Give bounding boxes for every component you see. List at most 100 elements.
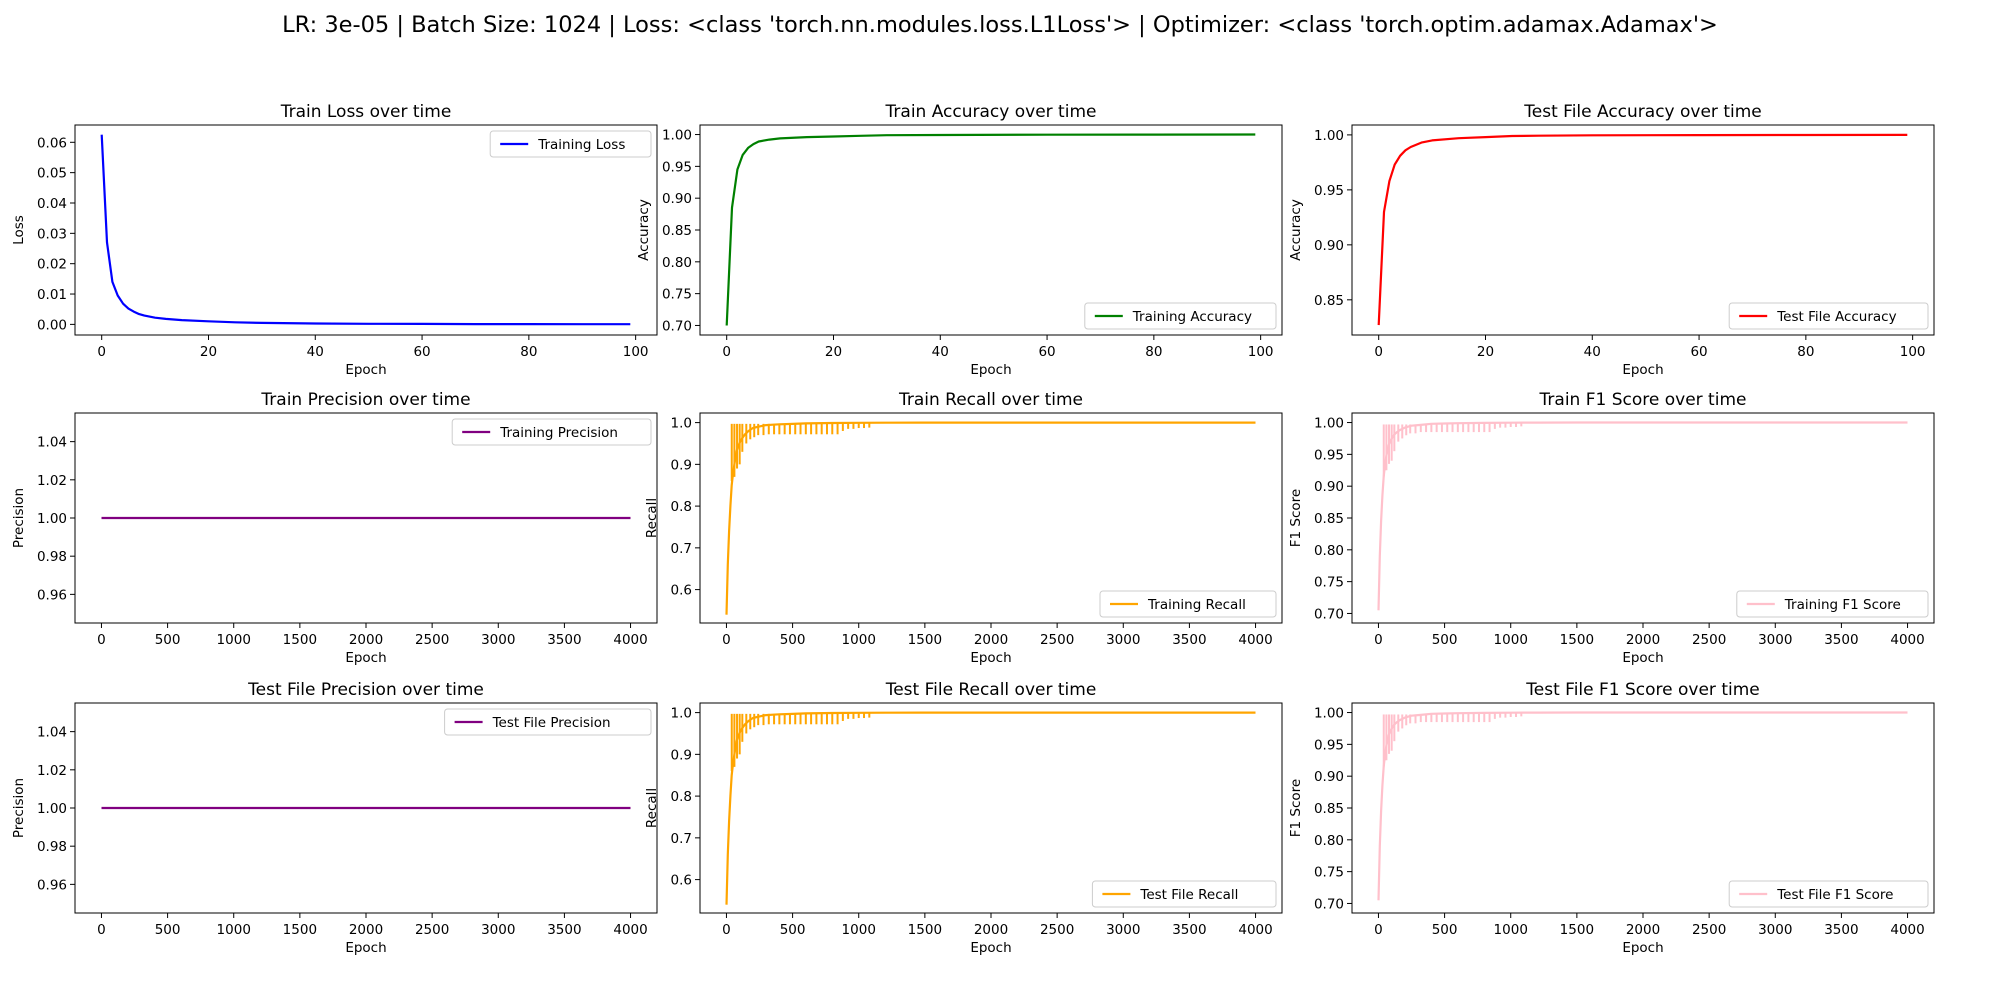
legend: Test File Precision: [444, 708, 652, 736]
x-tick-label: 2500: [1692, 922, 1726, 938]
y-tick-label: 0.95: [1314, 447, 1344, 463]
y-tick-label: 0.95: [1314, 737, 1344, 753]
x-tick-label: 2000: [974, 632, 1008, 648]
x-tick-label: 3500: [547, 922, 581, 938]
subplot-2: Train Accuracy over time 0 20 40 60 80 100 0.70…: [636, 102, 1283, 378]
y-tick-label: 1.0: [671, 706, 692, 722]
x-tick-label: 0: [722, 922, 731, 938]
series-line: [1377, 421, 1908, 611]
x-tick-label: 2500: [415, 922, 449, 938]
plot-frame: [1351, 124, 1935, 336]
y-tick-label: 0.75: [662, 287, 692, 303]
x-tick-label: 500: [1432, 632, 1458, 648]
legend: Training Recall: [1099, 590, 1277, 618]
y-tick-label: 0.6: [671, 873, 692, 889]
y-tick-label: 0.80: [1314, 543, 1344, 559]
legend-label: Training Recall: [1147, 597, 1246, 613]
y-tick-label: 0.06: [37, 135, 67, 151]
legend-label: Training Accuracy: [1132, 309, 1252, 325]
legend-label: Training Precision: [499, 425, 618, 441]
subplot-title: Test File F1 Score over time: [1525, 680, 1759, 700]
x-tick-label: 2500: [415, 632, 449, 648]
legend: Test File Accuracy: [1728, 302, 1929, 330]
plot-frame: [74, 124, 658, 336]
y-tick-label: 0.80: [1314, 833, 1344, 849]
x-tick-label: 60: [1038, 344, 1055, 360]
y-axis-label: F1 Score: [1288, 489, 1304, 547]
legend: Training Accuracy: [1084, 302, 1277, 330]
x-tick-label: 20: [825, 344, 842, 360]
x-tick-label: 4000: [613, 922, 647, 938]
y-tick-label: 0.6: [671, 583, 692, 599]
x-tick-label: 1500: [283, 632, 317, 648]
y-tick-label: 1.00: [37, 511, 67, 527]
y-tick-label: 1.02: [37, 473, 67, 489]
x-tick-label: 3000: [1106, 632, 1140, 648]
x-tick-label: 1500: [1560, 922, 1594, 938]
legend: Training Precision: [451, 418, 652, 446]
subplot-title: Train F1 Score over time: [1539, 390, 1747, 410]
legend: Training Loss: [489, 130, 652, 158]
y-tick-label: 0.03: [37, 226, 67, 242]
x-tick-label: 80: [520, 344, 537, 360]
series-group: [100, 134, 631, 326]
x-tick-label: 60: [1690, 344, 1707, 360]
y-tick-label: 1.04: [37, 725, 67, 741]
x-tick-label: 100: [623, 344, 649, 360]
x-tick-label: 1500: [908, 632, 942, 648]
subplot-title: Train Loss over time: [280, 102, 452, 122]
subplot-7: Test File Precision over time 0 500 1000 150…: [11, 680, 658, 956]
x-tick-label: 40: [1584, 344, 1601, 360]
x-tick-label: 3500: [1172, 922, 1206, 938]
x-axis-label: Epoch: [345, 650, 386, 666]
y-tick-label: 0.8: [671, 789, 692, 805]
legend: Test File Recall: [1091, 880, 1277, 908]
y-tick-label: 1.02: [37, 763, 67, 779]
x-tick-label: 1500: [283, 922, 317, 938]
x-tick-label: 1000: [842, 632, 876, 648]
subplot-title: Train Recall over time: [898, 390, 1083, 410]
x-tick-label: 0: [722, 344, 731, 360]
y-tick-label: 0.95: [1314, 183, 1344, 199]
y-axis-label: Accuracy: [1288, 199, 1304, 261]
x-tick-label: 1000: [842, 922, 876, 938]
x-tick-label: 3500: [547, 632, 581, 648]
series-line: [725, 133, 1256, 326]
y-tick-label: 0.8: [671, 499, 692, 515]
x-tick-label: 0: [722, 632, 731, 648]
y-tick-label: 0.85: [662, 223, 692, 239]
subplot-8: Test File Recall over time 0 500 1000 1500 20…: [644, 680, 1283, 956]
y-tick-label: 0.7: [671, 541, 692, 557]
x-tick-label: 2500: [1040, 632, 1074, 648]
x-tick-label: 20: [1477, 344, 1494, 360]
y-axis-label: Precision: [11, 778, 27, 838]
x-tick-label: 2500: [1692, 632, 1726, 648]
x-tick-label: 3000: [481, 922, 515, 938]
x-tick-label: 3500: [1824, 632, 1858, 648]
x-tick-label: 100: [1248, 344, 1274, 360]
y-tick-label: 0.85: [1314, 511, 1344, 527]
x-axis-label: Epoch: [1622, 940, 1663, 956]
x-tick-label: 3000: [1106, 922, 1140, 938]
legend-box: [1728, 880, 1929, 908]
x-tick-label: 4000: [1238, 632, 1272, 648]
legend-label: Training F1 Score: [1784, 597, 1901, 613]
figure-title: LR: 3e-05 | Batch Size: 1024 | Loss: <cl…: [282, 12, 1718, 38]
x-tick-label: 1000: [217, 632, 251, 648]
y-tick-label: 0.70: [1314, 896, 1344, 912]
y-tick-label: 0.75: [1314, 865, 1344, 881]
series-group: [725, 133, 1256, 326]
y-tick-label: 0.90: [1314, 238, 1344, 254]
y-axis-label: Precision: [11, 488, 27, 548]
x-tick-label: 500: [780, 632, 806, 648]
legend: Training F1 Score: [1736, 590, 1929, 618]
y-tick-label: 0.01: [37, 287, 67, 303]
subplot-title: Train Precision over time: [260, 390, 470, 410]
x-tick-label: 3000: [1758, 922, 1792, 938]
x-tick-label: 1000: [217, 922, 251, 938]
series-line: [725, 711, 1256, 905]
legend-box: [1736, 590, 1929, 618]
x-tick-label: 1000: [1494, 632, 1528, 648]
x-tick-label: 0: [97, 344, 106, 360]
